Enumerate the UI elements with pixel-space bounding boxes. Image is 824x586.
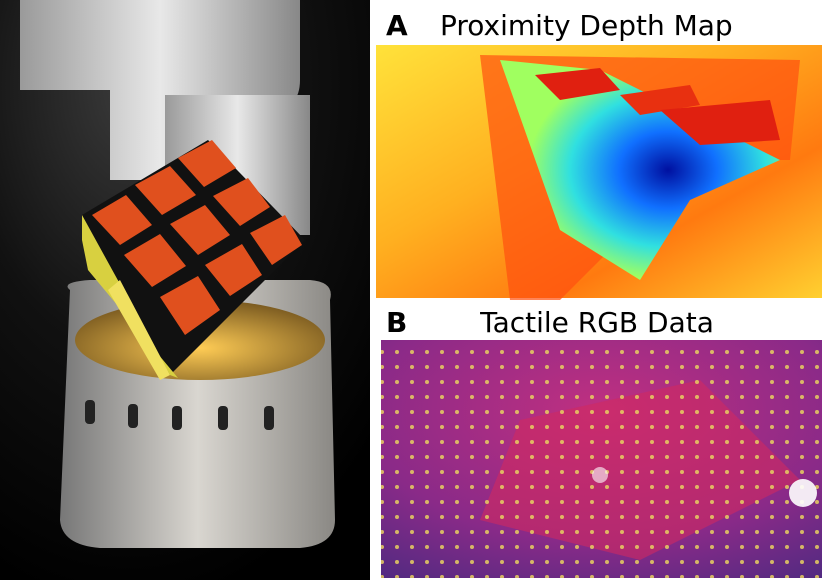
vents — [85, 400, 274, 430]
tactile-image — [381, 340, 822, 578]
depth-face — [620, 85, 700, 115]
sticker — [92, 195, 152, 245]
panel-title: Tactile RGB Data — [479, 306, 714, 339]
sticker — [170, 205, 230, 255]
light-glare — [789, 479, 817, 507]
marker-dots — [381, 340, 822, 578]
sticker — [178, 140, 236, 187]
depth-face — [535, 68, 620, 100]
sticker — [124, 234, 186, 287]
cube-stickers — [92, 140, 302, 335]
sticker — [160, 276, 220, 335]
sticker — [205, 244, 262, 296]
vent — [85, 400, 95, 424]
light-glare — [592, 467, 608, 483]
panel-label: A — [386, 9, 408, 42]
vent — [172, 406, 182, 430]
depth-face — [660, 100, 780, 145]
panel-label: B — [386, 306, 407, 339]
robot-arm — [20, 0, 300, 180]
panel-title: Proximity Depth Map — [440, 9, 733, 42]
sticker — [250, 215, 302, 265]
sticker — [135, 166, 196, 215]
vent — [264, 406, 274, 430]
vent — [218, 406, 228, 430]
sticker — [213, 178, 270, 226]
cube-side — [108, 280, 170, 380]
vent — [128, 404, 138, 428]
depth-near-region — [500, 60, 780, 280]
